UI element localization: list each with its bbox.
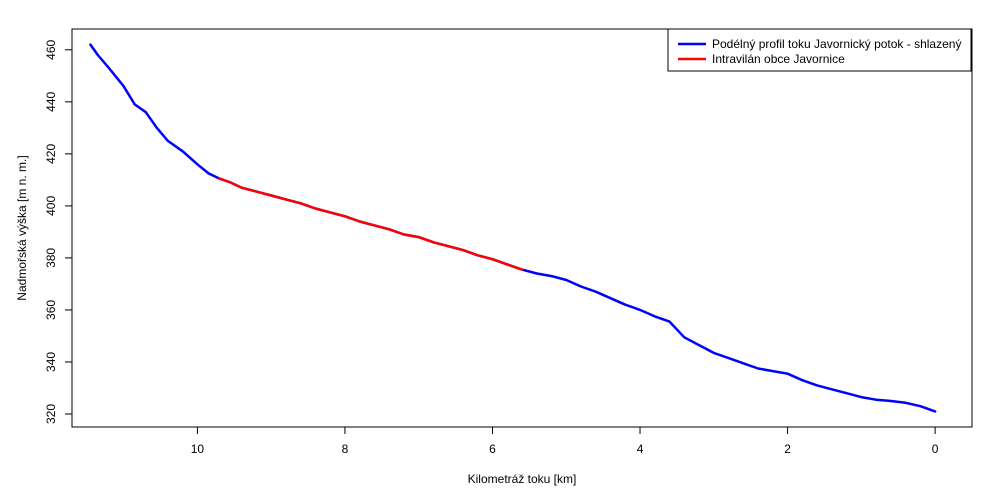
x-axis: 10 8 6 4 2 0 [191, 426, 939, 456]
x-tick-label: 4 [637, 442, 644, 456]
y-axis-title: Nadmořská výška [m n. m.] [15, 155, 29, 300]
series-line-1 [218, 177, 524, 271]
x-tick-label: 8 [342, 442, 349, 456]
x-tick-label: 0 [932, 442, 939, 456]
plot-frame [71, 28, 973, 428]
y-tick-label: 320 [44, 404, 58, 424]
legend-label-profile: Podélný profil toku Javornický potok - s… [712, 37, 961, 51]
x-axis-title: Kilometráž toku [km] [468, 472, 577, 486]
y-tick-label: 440 [44, 92, 58, 112]
y-tick-label: 400 [44, 196, 58, 216]
legend: Podélný profil toku Javornický potok - s… [667, 28, 972, 72]
legend-label-intravilan: Intravilán obce Javornice [712, 52, 845, 66]
x-tick-label: 6 [489, 442, 496, 456]
y-tick-label: 420 [44, 144, 58, 164]
x-tick-label: 2 [784, 442, 791, 456]
series-layer [89, 43, 937, 413]
y-tick-label: 380 [44, 248, 58, 268]
series-line-0 [89, 43, 937, 413]
legend-box [667, 28, 972, 72]
y-axis: 320 340 360 380 400 420 440 460 [44, 39, 73, 424]
x-tick-label: 10 [191, 442, 205, 456]
y-tick-label: 340 [44, 352, 58, 372]
y-tick-label: 460 [44, 39, 58, 59]
y-tick-label: 360 [44, 300, 58, 320]
